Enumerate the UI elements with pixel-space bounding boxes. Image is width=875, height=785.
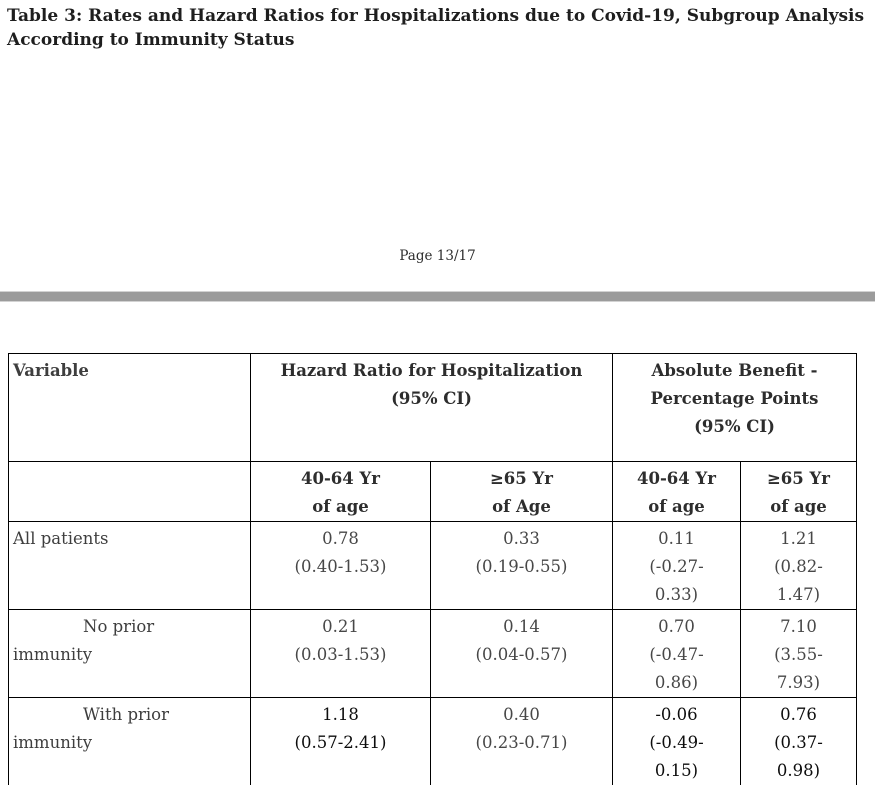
table-subheader-row: 40-64 Yr of age ≥65 Yr of Age 40-64 Yr o…: [8, 461, 857, 522]
document-title: Table 3: Rates and Hazard Ratios for Hos…: [7, 6, 865, 50]
section-divider: [0, 291, 875, 302]
subheader-hazard-65plus: ≥65 Yr of Age: [430, 461, 613, 522]
value-cell: 0.40 (0.23-0.71): [430, 697, 613, 785]
row-label: No prior immunity: [8, 609, 251, 698]
page-indicator: Page 13/17: [399, 248, 476, 264]
subheader-hazard-40-64: 40-64 Yr of age: [250, 461, 431, 522]
value-cell: 0.11 (-0.27- 0.33): [612, 521, 741, 610]
table-header-row: Variable Hazard Ratio for Hospitalizatio…: [8, 353, 857, 462]
column-group-absolute-benefit: Absolute Benefit - Percentage Points (95…: [612, 353, 857, 462]
value-cell: 1.21 (0.82- 1.47): [740, 521, 857, 610]
value-cell: 0.21 (0.03-1.53): [250, 609, 431, 698]
value-cell: -0.06 (-0.49- 0.15): [612, 697, 741, 785]
value-cell: 0.70 (-0.47- 0.86): [612, 609, 741, 698]
subheader-benefit-65plus: ≥65 Yr of age: [740, 461, 857, 522]
table-row-all-patients: All patients 0.78 (0.40-1.53) 0.33 (0.19…: [8, 521, 857, 610]
value-cell: 7.10 (3.55- 7.93): [740, 609, 857, 698]
value-cell: 0.78 (0.40-1.53): [250, 521, 431, 610]
subheader-empty-cell: [8, 461, 251, 522]
results-table: Variable Hazard Ratio for Hospitalizatio…: [8, 353, 857, 785]
value-cell: 0.76 (0.37- 0.98): [740, 697, 857, 785]
row-label: With prior immunity: [8, 697, 251, 785]
table-row-no-prior-immunity: No prior immunity 0.21 (0.03-1.53) 0.14 …: [8, 609, 857, 698]
value-cell: 0.33 (0.19-0.55): [430, 521, 613, 610]
value-cell: 1.18 (0.57-2.41): [250, 697, 431, 785]
subheader-benefit-40-64: 40-64 Yr of age: [612, 461, 741, 522]
column-group-hazard-ratio: Hazard Ratio for Hospitalization (95% CI…: [250, 353, 613, 462]
value-cell: 0.14 (0.04-0.57): [430, 609, 613, 698]
column-header-variable: Variable: [8, 353, 251, 462]
row-label: All patients: [8, 521, 251, 610]
table-row-with-prior-immunity: With prior immunity 1.18 (0.57-2.41) 0.4…: [8, 697, 857, 785]
